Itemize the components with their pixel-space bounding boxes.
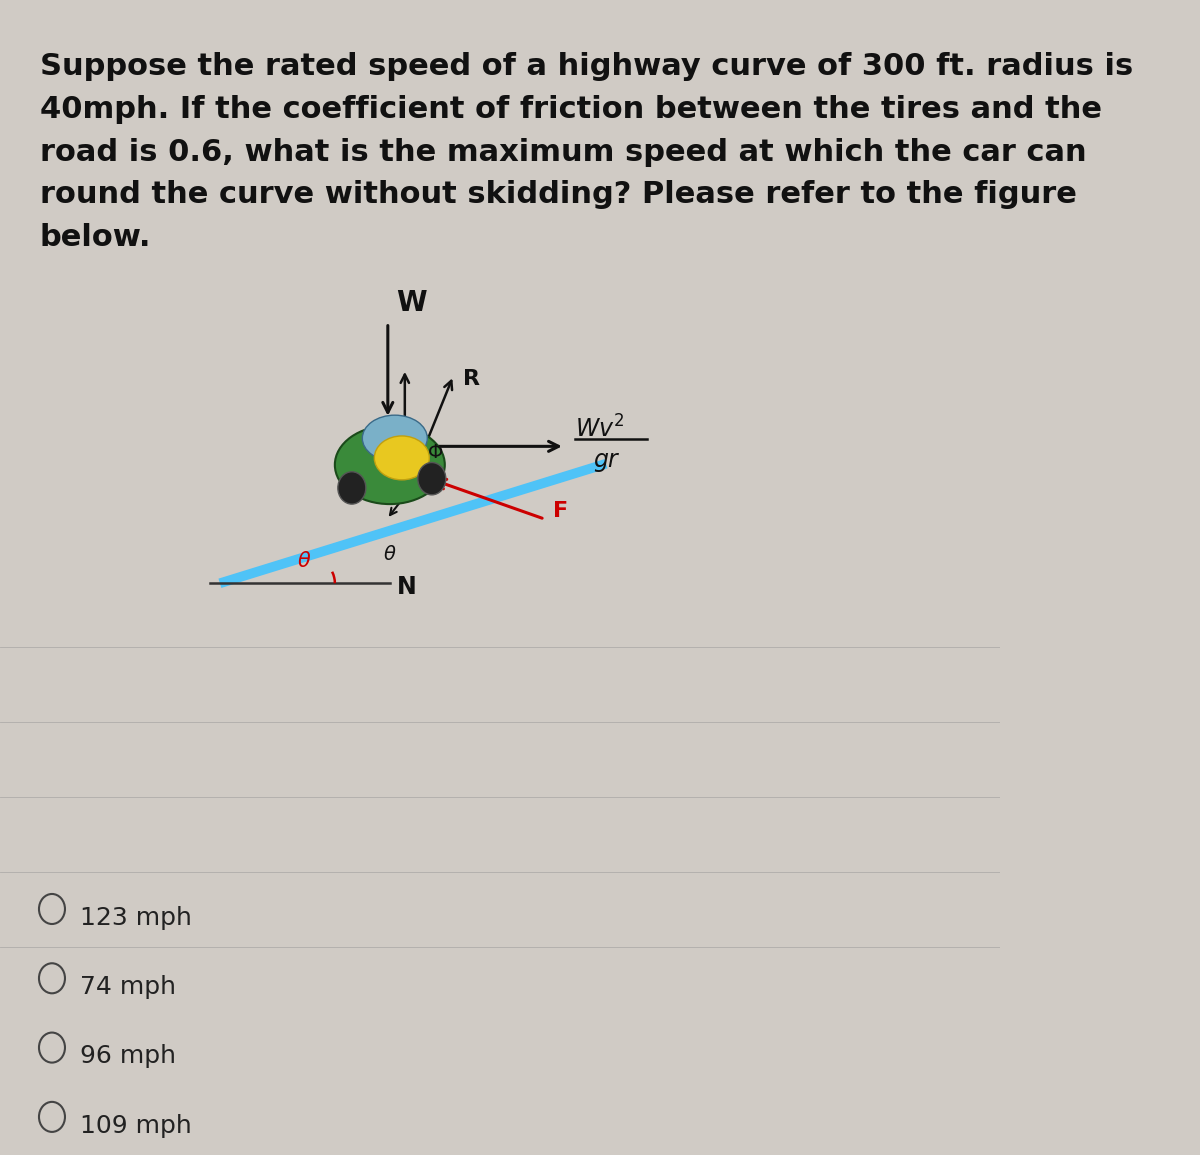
Circle shape bbox=[418, 462, 445, 494]
Ellipse shape bbox=[374, 435, 430, 479]
Ellipse shape bbox=[335, 425, 445, 504]
Text: $gr$: $gr$ bbox=[593, 450, 620, 475]
Text: 96 mph: 96 mph bbox=[80, 1044, 176, 1068]
Text: R: R bbox=[463, 368, 480, 389]
Text: N: N bbox=[397, 575, 416, 599]
Ellipse shape bbox=[362, 415, 427, 461]
Text: $\theta$: $\theta$ bbox=[383, 544, 396, 564]
Text: $Wv^2$: $Wv^2$ bbox=[575, 415, 624, 442]
Circle shape bbox=[338, 471, 366, 504]
Text: F: F bbox=[553, 501, 568, 521]
Text: $\Phi$: $\Phi$ bbox=[427, 442, 443, 462]
Text: 123 mph: 123 mph bbox=[80, 906, 192, 930]
Text: 74 mph: 74 mph bbox=[80, 975, 176, 999]
Text: W: W bbox=[396, 289, 426, 318]
Text: 109 mph: 109 mph bbox=[80, 1113, 192, 1138]
Text: $\theta$: $\theta$ bbox=[296, 551, 311, 571]
Text: Suppose the rated speed of a highway curve of 300 ft. radius is
40mph. If the co: Suppose the rated speed of a highway cur… bbox=[40, 52, 1133, 252]
